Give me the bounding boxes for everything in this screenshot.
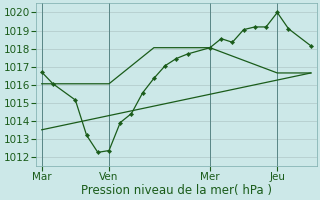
X-axis label: Pression niveau de la mer( hPa ): Pression niveau de la mer( hPa ) [81,184,272,197]
